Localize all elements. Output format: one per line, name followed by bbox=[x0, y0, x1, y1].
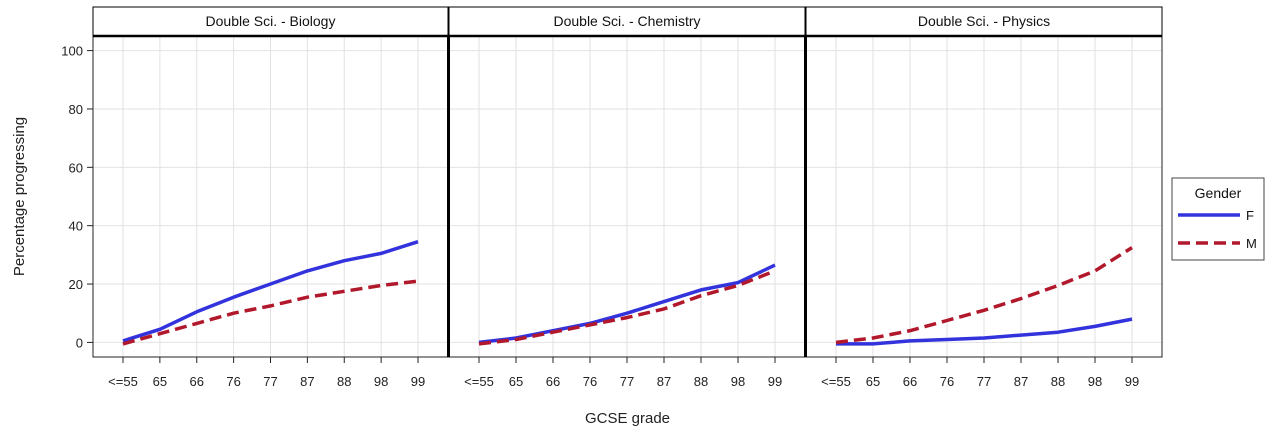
x-tick-label: <=55 bbox=[464, 374, 494, 389]
series-line-F bbox=[122, 240, 419, 343]
x-tick-label: 99 bbox=[411, 374, 425, 389]
y-tick-label: 60 bbox=[69, 160, 83, 175]
x-tick-label: 77 bbox=[620, 374, 634, 389]
legend-label-M: M bbox=[1246, 236, 1257, 251]
series-line-M bbox=[478, 269, 776, 346]
x-tick-label: 65 bbox=[866, 374, 880, 389]
y-tick-label: 80 bbox=[69, 102, 83, 117]
y-tick-label: 20 bbox=[69, 277, 83, 292]
x-tick-label: 88 bbox=[694, 374, 708, 389]
legend-title: Gender bbox=[1195, 185, 1242, 201]
x-axis-title: GCSE grade bbox=[585, 410, 670, 427]
series-line-F bbox=[836, 317, 1133, 346]
x-tick-label: 66 bbox=[546, 374, 560, 389]
x-tick-label: 98 bbox=[1088, 374, 1102, 389]
x-tick-label: 88 bbox=[337, 374, 351, 389]
y-tick-label: 40 bbox=[69, 219, 83, 234]
panel-strip bbox=[805, 6, 1163, 37]
x-tick-label: <=55 bbox=[821, 374, 851, 389]
x-tick-label: 66 bbox=[190, 374, 204, 389]
x-tick-label: 87 bbox=[1014, 374, 1028, 389]
y-axis-title: Percentage progressing bbox=[11, 117, 28, 276]
x-tick-label: 99 bbox=[1125, 374, 1139, 389]
x-tick-label: 87 bbox=[300, 374, 314, 389]
x-tick-label: 98 bbox=[374, 374, 388, 389]
x-tick-label: 98 bbox=[731, 374, 745, 389]
legend-box bbox=[1171, 177, 1265, 261]
x-tick-label: 65 bbox=[509, 374, 523, 389]
x-tick-label: 76 bbox=[583, 374, 597, 389]
panel-title: Double Sci. - Physics bbox=[918, 13, 1050, 29]
series-line-M bbox=[835, 246, 1133, 345]
panel-title: Double Sci. - Chemistry bbox=[553, 13, 700, 29]
x-tick-label: 77 bbox=[263, 374, 277, 389]
x-tick-label: 77 bbox=[977, 374, 991, 389]
x-tick-label: 65 bbox=[153, 374, 167, 389]
legend-label-F: F bbox=[1246, 208, 1254, 223]
x-tick-label: 66 bbox=[903, 374, 917, 389]
x-tick-label: 99 bbox=[768, 374, 782, 389]
x-tick-label: 88 bbox=[1051, 374, 1065, 389]
panel-title: Double Sci. - Biology bbox=[206, 13, 336, 29]
series-line-M bbox=[122, 279, 419, 346]
series-line-F bbox=[478, 263, 776, 345]
x-tick-label: 76 bbox=[940, 374, 954, 389]
x-tick-label: <=55 bbox=[108, 374, 138, 389]
panel-strip bbox=[448, 6, 806, 37]
x-tick-label: 76 bbox=[226, 374, 240, 389]
y-tick-label: 0 bbox=[76, 335, 83, 350]
y-tick-label: 100 bbox=[61, 44, 83, 59]
x-tick-label: 87 bbox=[657, 374, 671, 389]
